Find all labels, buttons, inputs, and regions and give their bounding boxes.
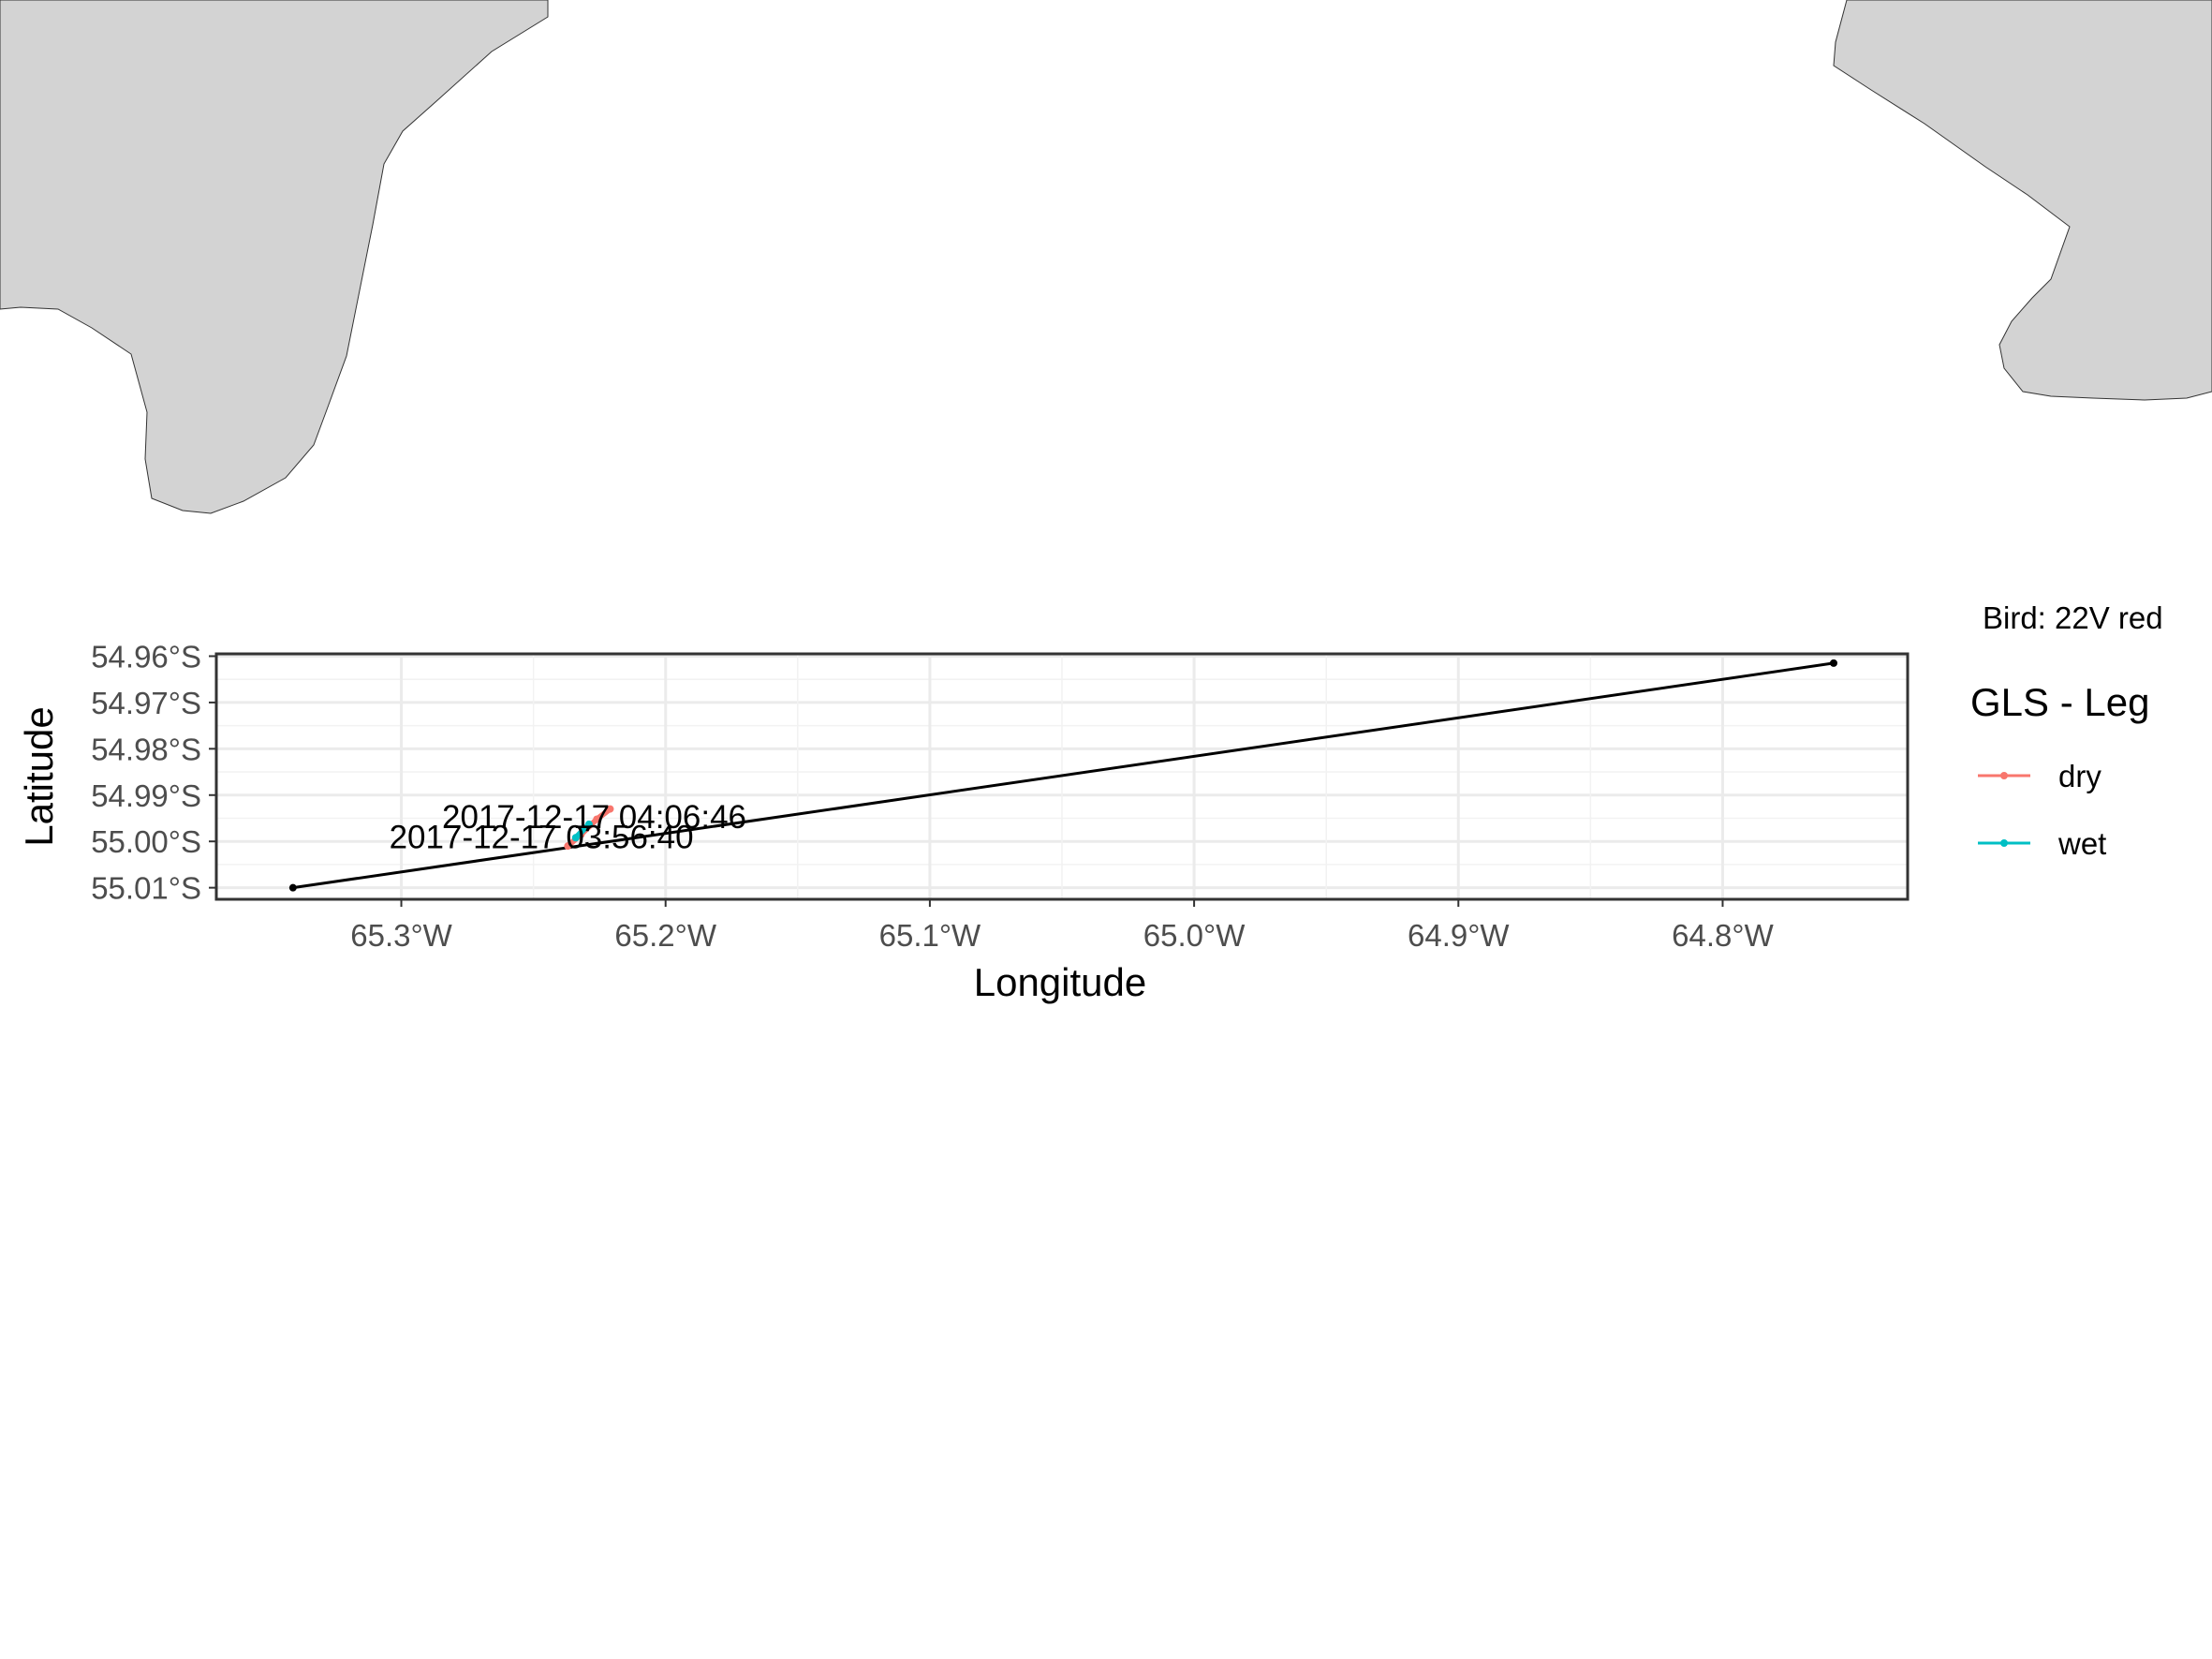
y-tick-label: 54.96°S: [91, 639, 201, 674]
legend-key-point: [2000, 839, 2008, 847]
timestamp-label: 2017-12-17 03:56:40: [390, 819, 694, 855]
x-tick-label: 64.8°W: [1672, 918, 1774, 953]
timestamp-label: 2017-12-17 04:06:46: [442, 799, 746, 836]
series-point-dry: [593, 815, 601, 823]
series-layer: [564, 805, 614, 851]
track-point: [288, 883, 297, 892]
track-line: [292, 661, 1835, 890]
y-axis-title: Latitude: [17, 706, 61, 846]
series-point-wet: [571, 834, 580, 842]
y-tick-label: 54.99°S: [91, 778, 201, 813]
series-point-dry: [606, 805, 614, 813]
legend-title: GLS - Leg: [1970, 680, 2149, 724]
x-tick-label: 65.3°W: [350, 918, 452, 953]
track-point: [1829, 659, 1837, 667]
track-layer: [288, 659, 1837, 892]
x-axis-title: Longitude: [974, 960, 1147, 1004]
y-tick-label: 54.97°S: [91, 686, 201, 720]
x-tick-label: 64.9°W: [1408, 918, 1510, 953]
legend-entries: dry wet: [1978, 759, 2106, 861]
legend-label-dry: dry: [2058, 759, 2101, 793]
y-tick-label: 55.00°S: [91, 824, 201, 859]
series-point-dry: [564, 842, 572, 851]
legend-key-point: [2000, 772, 2008, 779]
x-tick-label: 65.0°W: [1143, 918, 1246, 953]
x-tick-label: 65.1°W: [879, 918, 981, 953]
x-tick-label: 65.2°W: [614, 918, 716, 953]
plot-border: [214, 652, 1910, 901]
y-tick-label: 54.98°S: [91, 732, 201, 766]
legend: GLS - Leg dry wet: [1970, 680, 2149, 861]
land-mass-west: [0, 0, 549, 514]
y-axis-ticks: 54.96°S 54.97°S 54.98°S 54.99°S 55.00°S 55.01…: [91, 639, 216, 906]
x-axis-ticks: 65.3°W 65.2°W 65.1°W 65.0°W 64.9°W 64.8°W: [350, 899, 1775, 953]
y-tick-label: 55.01°S: [91, 871, 201, 906]
legend-label-wet: wet: [2057, 826, 2106, 861]
land-mass-east: [1833, 0, 2212, 401]
bird-info: Bird: 22V red: [1983, 600, 2163, 635]
series-point-wet: [584, 820, 593, 828]
